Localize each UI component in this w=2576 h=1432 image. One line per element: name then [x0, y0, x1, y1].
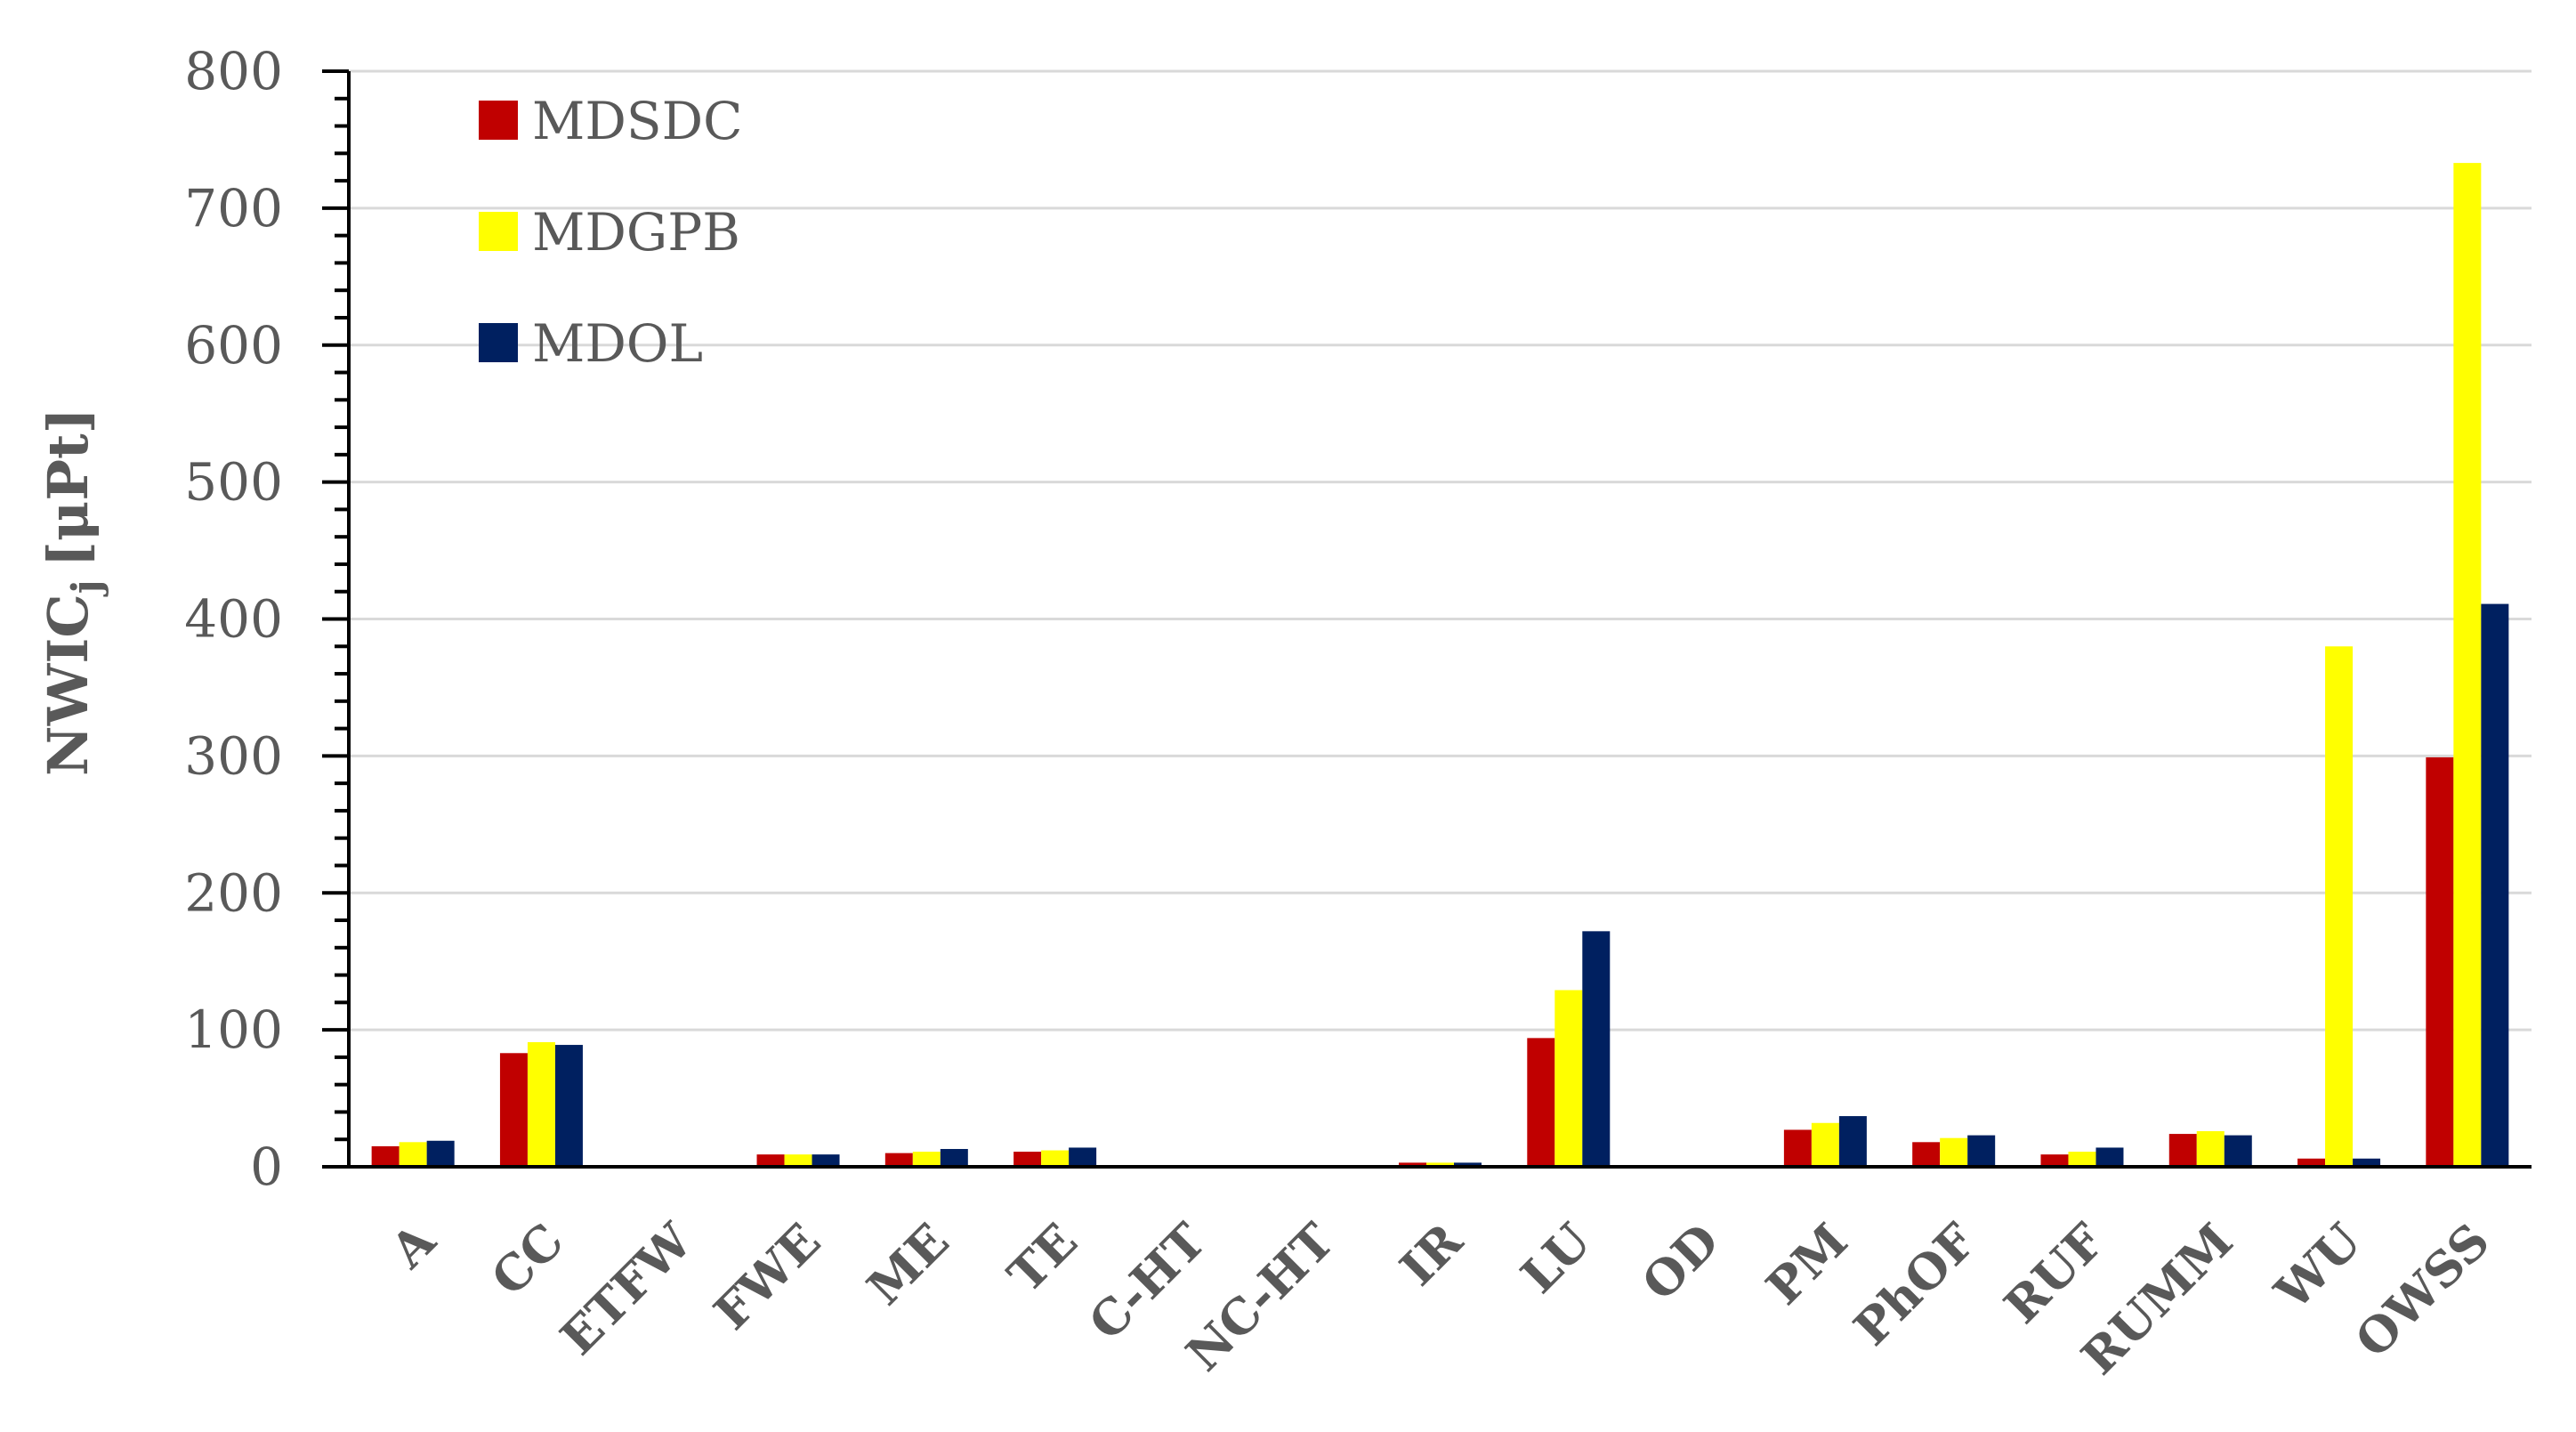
- x-category-label: FWE: [703, 1212, 831, 1340]
- bar-mdol-owss: [2481, 603, 2509, 1167]
- bar-mdol-te: [1069, 1147, 1097, 1167]
- bar-mdgpb-fwe: [784, 1154, 812, 1167]
- bar-mdol-fwe: [812, 1154, 840, 1167]
- x-category-label: OWSS: [2344, 1212, 2500, 1369]
- x-category-label: CC: [480, 1212, 575, 1307]
- x-category-label: ETFW: [549, 1211, 704, 1366]
- x-category-label: WU: [2264, 1212, 2372, 1321]
- y-axis-title: NWICj [μPt]: [36, 408, 109, 776]
- x-category-label: IR: [1389, 1211, 1474, 1297]
- bar-mdsdc-fwe: [756, 1154, 785, 1167]
- bar-mdgpb-te: [1041, 1150, 1070, 1167]
- y-tick-label: 200: [184, 862, 283, 923]
- legend-label-mdsdc: MDSDC: [532, 91, 743, 151]
- bar-mdgpb-phof: [1940, 1137, 1968, 1167]
- bar-mdsdc-lu: [1527, 1038, 1555, 1167]
- x-category-label: PhOF: [1843, 1212, 1987, 1356]
- bar-mdsdc-wu: [2297, 1158, 2326, 1167]
- legend-label-mdol: MDOL: [532, 313, 703, 374]
- bar-mdsdc-cc: [499, 1053, 528, 1167]
- bar-mdgpb-a: [399, 1142, 427, 1167]
- legend-label-mdgpb: MDGPB: [532, 202, 740, 263]
- y-tick-label: 700: [184, 178, 283, 239]
- y-tick-label: 600: [184, 315, 283, 376]
- y-tick-label: 100: [184, 999, 283, 1060]
- y-axis-title-subscript: j: [64, 579, 109, 597]
- bar-mdol-lu: [1582, 931, 1611, 1167]
- x-category-label: RUF: [1993, 1212, 2115, 1334]
- x-category-label: OD: [1631, 1212, 1731, 1312]
- bar-mdgpb-wu: [2325, 646, 2354, 1167]
- legend-swatch-mdol: [479, 323, 518, 362]
- x-category-label: A: [379, 1211, 447, 1279]
- bar-mdol-phof: [1967, 1135, 1996, 1167]
- bar-mdol-wu: [2353, 1158, 2381, 1167]
- y-tick-label: 0: [250, 1137, 283, 1197]
- gridlines: [349, 69, 2532, 1032]
- bar-mdsdc-te: [1013, 1152, 1042, 1167]
- bar-mdol-ir: [1454, 1162, 1482, 1167]
- bar-mdgpb-rumm: [2196, 1130, 2225, 1167]
- bar-mdgpb-ruf: [2068, 1152, 2096, 1167]
- bar-mdol-rumm: [2224, 1135, 2252, 1167]
- bar-mdgpb-pm: [1811, 1122, 1839, 1167]
- x-category-label: TE: [997, 1212, 1088, 1304]
- y-tick-label: 300: [184, 725, 283, 786]
- y-axis-title-main: NWIC: [36, 594, 101, 776]
- bar-mdsdc-a: [371, 1145, 400, 1167]
- bar-mdsdc-owss: [2426, 756, 2454, 1167]
- bar-mdsdc-phof: [1912, 1142, 1941, 1167]
- x-category-label: PM: [1755, 1212, 1858, 1315]
- bar-mdsdc-pm: [1783, 1129, 1812, 1167]
- bar-mdgpb-cc: [527, 1041, 555, 1167]
- bar-mdsdc-ruf: [2040, 1154, 2069, 1167]
- legend-swatch-mdsdc: [479, 101, 518, 140]
- legend: MDSDC MDGPB MDOL: [479, 91, 743, 374]
- y-axis-title-unit: [μPt]: [36, 408, 101, 567]
- bar-mdol-me: [940, 1148, 968, 1167]
- x-category-label: ME: [856, 1212, 960, 1316]
- x-category-label: LU: [1510, 1212, 1602, 1304]
- y-tick-label: 500: [184, 452, 283, 513]
- bar-mdsdc-me: [884, 1153, 913, 1167]
- legend-swatch-mdgpb: [479, 212, 518, 251]
- bar-mdsdc-rumm: [2168, 1134, 2197, 1167]
- bar-mdgpb-ir: [1426, 1162, 1454, 1167]
- bar-mdgpb-owss: [2453, 163, 2482, 1168]
- bar-mdgpb-lu: [1554, 990, 1583, 1167]
- y-tick-labels: 0 100 200 300 400 500 600 700 800: [184, 41, 283, 1197]
- y-tick-label: 800: [184, 41, 283, 101]
- axes: [322, 69, 2532, 1169]
- bar-mdgpb-me: [912, 1152, 941, 1167]
- bar-mdol-pm: [1838, 1116, 1867, 1167]
- bar-mdol-ruf: [2096, 1147, 2124, 1167]
- bar-mdol-cc: [554, 1045, 583, 1167]
- bar-mdol-a: [426, 1140, 455, 1167]
- y-tick-label: 400: [184, 589, 283, 650]
- bars: [371, 163, 2509, 1168]
- bar-mdsdc-ir: [1399, 1162, 1426, 1167]
